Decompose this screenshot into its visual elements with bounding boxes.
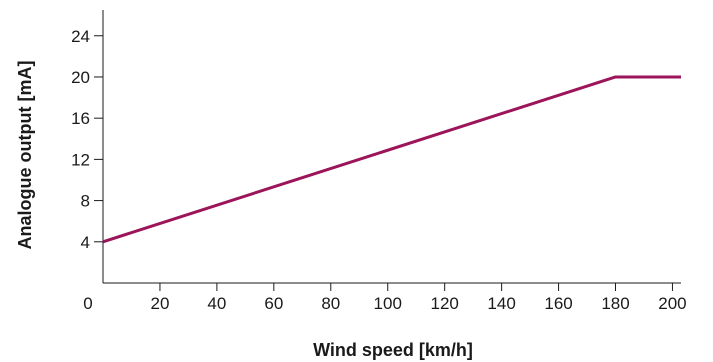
x-tick-label: 0 xyxy=(83,294,92,313)
x-tick-label: 100 xyxy=(374,294,402,313)
x-tick-label: 120 xyxy=(430,294,458,313)
x-tick-label: 200 xyxy=(658,294,686,313)
x-tick-label: 20 xyxy=(150,294,169,313)
x-axis-title: Wind speed [km/h] xyxy=(313,340,473,360)
series-layer xyxy=(102,75,681,244)
x-tick-label: 60 xyxy=(264,294,283,313)
y-tick-label: 12 xyxy=(71,150,90,169)
x-tick-label: 40 xyxy=(207,294,226,313)
x-tick-label: 140 xyxy=(487,294,515,313)
y-tick-label: 16 xyxy=(71,109,90,128)
y-tick-label: 4 xyxy=(81,233,90,252)
x-tick-label: 80 xyxy=(321,294,340,313)
x-tick-label: 160 xyxy=(544,294,572,313)
y-axis-title: Analogue output [mA] xyxy=(15,61,35,250)
y-ticks: 4 8 12 16 20 24 xyxy=(71,27,103,252)
y-tick-label: 24 xyxy=(71,27,90,46)
x-ticks: 0 20 40 60 80 100 120 140 160 180 200 xyxy=(83,283,687,313)
y-tick-label: 20 xyxy=(71,68,90,87)
series-line xyxy=(102,75,681,244)
x-tick-label: 180 xyxy=(601,294,629,313)
y-tick-label: 8 xyxy=(81,192,90,211)
plot-area: 4 8 12 16 20 24 0 20 40 60 80 100 120 140 160 180 200 xyxy=(71,10,687,313)
